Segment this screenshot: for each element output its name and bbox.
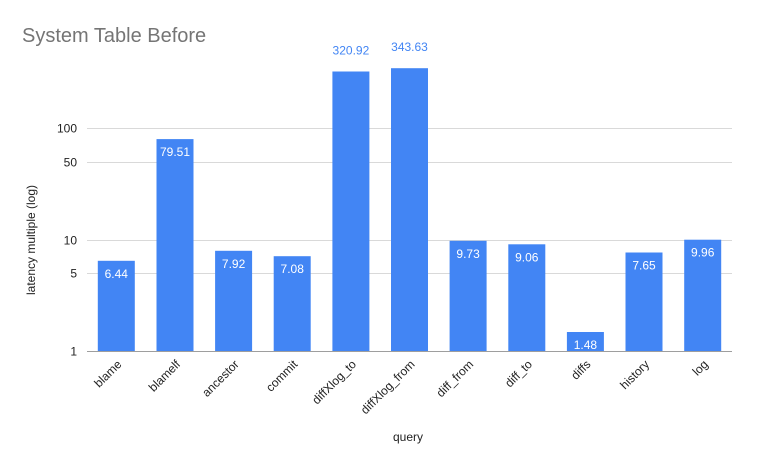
bar-blame (97, 260, 135, 351)
y-tick-label: 1 (70, 345, 77, 359)
y-tick-label: 10 (64, 234, 78, 248)
chart-title: System Table Before (22, 25, 206, 47)
data-label-diffXlog_from: 343.63 (391, 40, 428, 54)
data-label-history: 7.65 (632, 259, 656, 273)
x-tick-label-diffXlog_from: diffXlog_from (358, 357, 418, 417)
y-axis-title: latency multiple (log) (24, 185, 38, 295)
bar-diff_to (508, 244, 546, 351)
x-axis-title: query (393, 430, 423, 444)
data-label-commit: 7.08 (281, 262, 305, 276)
x-axis-ticks: blame blamelf ancestor commit diffXlog_todif… (91, 357, 710, 417)
bar-blamelf (156, 139, 194, 351)
data-label-log: 9.96 (691, 246, 715, 260)
data-label-diff_from: 9.73 (456, 247, 480, 261)
bar-commit (273, 256, 311, 351)
bar-diffXlog_to (332, 71, 370, 351)
bar-ancestor (215, 250, 253, 351)
x-tick-label-blamelf: blamelf (146, 357, 184, 395)
y-tick-label: 100 (57, 122, 77, 136)
y-tick-label: 50 (64, 156, 78, 170)
x-tick-label-diff_from: diff_from (433, 357, 476, 400)
data-label-diffs: 1.48 (574, 338, 598, 352)
x-tick-label-blame: blame (91, 357, 124, 390)
bar-diff_from (449, 240, 487, 351)
data-label-ancestor: 7.92 (222, 257, 246, 271)
data-label-diff_to: 9.06 (515, 250, 539, 264)
data-label-diffXlog_to: 320.92 (333, 44, 370, 58)
x-tick-label-diff_to: diff_to (502, 357, 535, 390)
x-tick-label-ancestor: ancestor (199, 357, 241, 399)
x-tick-label-diffs: diffs (568, 357, 593, 382)
x-tick-label-commit: commit (263, 357, 301, 395)
data-labels: 6.44 79.51 7.92 7.08 320.92 343.63 9.73 9.06 1.4… (105, 40, 715, 352)
y-tick-label: 5 (70, 267, 77, 281)
bar-log (684, 239, 722, 351)
bar-diffs (566, 332, 604, 351)
x-tick-label-diffXlog_to: diffXlog_to (309, 357, 359, 407)
bars (97, 68, 722, 351)
bar-history (625, 252, 663, 351)
data-label-blame: 6.44 (105, 267, 129, 281)
x-tick-label-history: history (617, 357, 652, 392)
data-label-blamelf: 79.51 (160, 145, 190, 159)
y-axis-ticks: 1 5 10 50 100 (57, 122, 77, 359)
bar-diffXlog_from (391, 68, 428, 351)
x-tick-label-log: log (690, 357, 711, 378)
